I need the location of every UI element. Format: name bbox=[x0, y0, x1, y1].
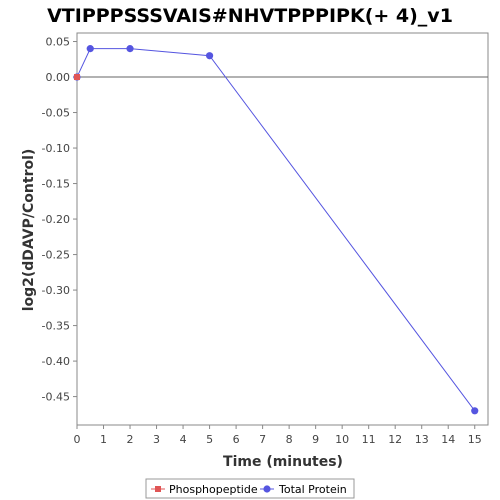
y-tick-label: -0.15 bbox=[42, 178, 70, 191]
x-tick-label: 11 bbox=[362, 433, 376, 446]
y-tick-label: -0.20 bbox=[42, 213, 70, 226]
total-protein-point bbox=[471, 407, 479, 415]
x-tick-label: 10 bbox=[335, 433, 349, 446]
x-tick-label: 1 bbox=[100, 433, 107, 446]
x-tick-label: 15 bbox=[468, 433, 482, 446]
x-tick-label: 13 bbox=[415, 433, 429, 446]
y-tick-label: -0.25 bbox=[42, 249, 70, 262]
x-axis-label: Time (minutes) bbox=[223, 454, 343, 470]
plot-area bbox=[76, 32, 489, 426]
legend-box bbox=[145, 478, 355, 499]
x-tick-label: 0 bbox=[74, 433, 81, 446]
y-tick-label: -0.35 bbox=[42, 320, 70, 333]
total-protein-point bbox=[205, 52, 214, 60]
y-tick-label: -0.10 bbox=[42, 142, 70, 155]
chart-title: VTIPPPSSSVAIS#NHVTPPPIPK(+ 4)_v1 bbox=[47, 5, 453, 27]
plot-border bbox=[76, 32, 489, 426]
y-axis-label: log2(dDAVP/Control) bbox=[21, 149, 37, 312]
x-axis: 0 1 2 3 4 5 6 7 8 9 10 11 12 13 14 15 bbox=[74, 425, 482, 446]
x-tick-label: 6 bbox=[233, 433, 240, 446]
y-tick-label: 0.00 bbox=[46, 71, 71, 84]
total-protein-point bbox=[86, 45, 94, 53]
legend-total-protein-marker bbox=[263, 485, 271, 493]
legend: Phosphopeptide Total Protein bbox=[145, 478, 355, 499]
x-tick-label: 5 bbox=[206, 433, 213, 446]
x-tick-label: 2 bbox=[127, 433, 134, 446]
x-tick-label: 14 bbox=[441, 433, 455, 446]
total-protein-point bbox=[126, 45, 134, 53]
x-tick-label: 7 bbox=[259, 433, 266, 446]
x-tick-label: 12 bbox=[388, 433, 402, 446]
legend-total-protein-label: Total Protein bbox=[278, 483, 347, 496]
x-tick-label: 3 bbox=[153, 433, 160, 446]
legend-phosphopeptide-label: Phosphopeptide bbox=[169, 483, 258, 496]
y-tick-label: -0.30 bbox=[42, 284, 70, 297]
phosphopeptide-point bbox=[74, 74, 80, 81]
series-layer bbox=[73, 45, 479, 415]
x-tick-label: 4 bbox=[180, 433, 187, 446]
x-tick-label: 9 bbox=[312, 433, 319, 446]
y-tick-label: -0.05 bbox=[42, 107, 70, 120]
y-tick-label: -0.45 bbox=[42, 391, 70, 404]
y-axis: 0.05 0.00 -0.05 -0.10 -0.15 -0.20 -0.25 -0.30 -0… bbox=[42, 36, 77, 404]
legend-phosphopeptide-marker bbox=[155, 486, 161, 492]
x-tick-label: 8 bbox=[286, 433, 293, 446]
y-tick-label: 0.05 bbox=[46, 36, 71, 49]
y-tick-label: -0.40 bbox=[42, 355, 70, 368]
